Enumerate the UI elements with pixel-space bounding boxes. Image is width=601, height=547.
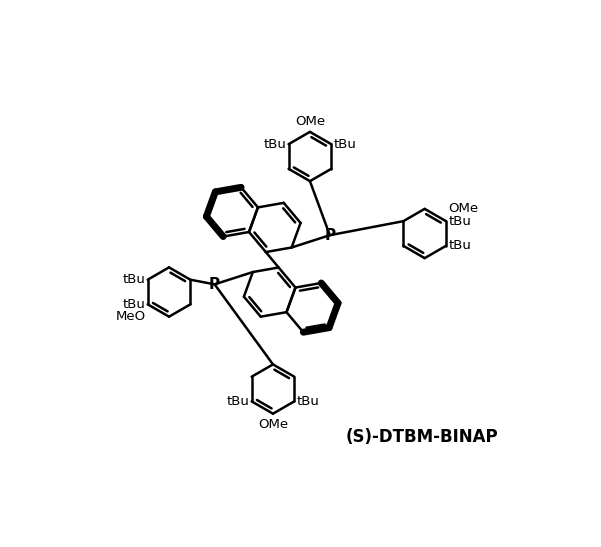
Text: tBu: tBu: [123, 298, 145, 311]
Text: tBu: tBu: [227, 395, 249, 408]
Text: (S)-DTBM-BINAP: (S)-DTBM-BINAP: [346, 428, 498, 446]
Text: tBu: tBu: [448, 214, 471, 228]
Text: P: P: [325, 228, 335, 243]
Text: OMe: OMe: [295, 114, 325, 127]
Text: tBu: tBu: [263, 138, 286, 150]
Text: tBu: tBu: [123, 273, 145, 286]
Text: tBu: tBu: [448, 240, 471, 252]
Text: MeO: MeO: [116, 310, 146, 323]
Text: tBu: tBu: [334, 138, 356, 150]
Text: OMe: OMe: [448, 202, 478, 216]
Text: P: P: [209, 277, 220, 292]
Text: tBu: tBu: [297, 395, 320, 408]
Text: OMe: OMe: [258, 418, 288, 431]
